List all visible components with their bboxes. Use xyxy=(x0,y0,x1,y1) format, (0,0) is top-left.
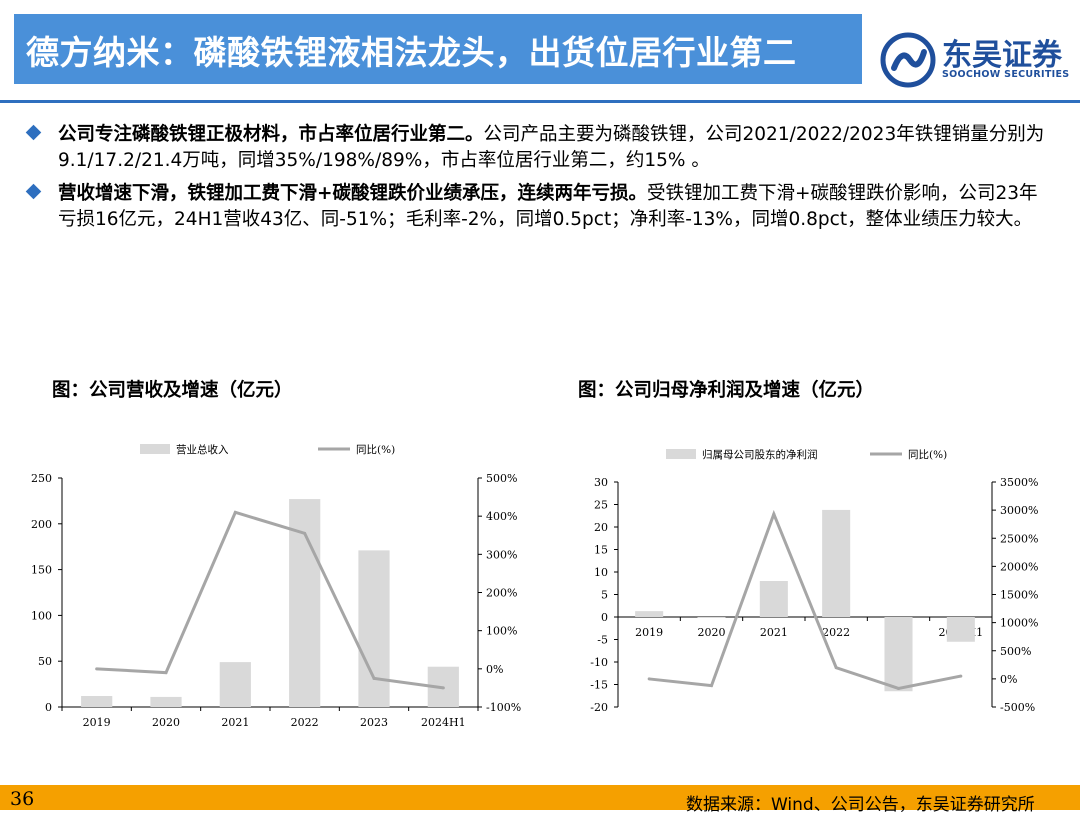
x-axis-tick-label: 2023 xyxy=(360,716,388,729)
diamond-bullet-icon xyxy=(25,124,42,141)
x-axis-tick-label: 2021 xyxy=(221,716,249,729)
x-axis-tick-label: 2021 xyxy=(760,626,788,639)
legend-bar-label: 归属母公司股东的净利润 xyxy=(702,448,818,461)
logo: 东吴证券 SOOCHOW SECURITIES xyxy=(880,30,1070,90)
right-axis-tick-label: 1000% xyxy=(1000,617,1038,630)
bar-2020 xyxy=(697,617,726,618)
header-rule xyxy=(0,100,1080,103)
bar-2022 xyxy=(822,509,851,617)
left-axis-tick-label: 50 xyxy=(38,655,52,668)
bar-2021 xyxy=(759,581,788,617)
left-axis-tick-label: -20 xyxy=(590,701,608,714)
net-profit-chart: -20 -15 -10 -5 0 5 10 15 20 25 30 -500% 0% 500% 1000% 1… xyxy=(590,448,1038,714)
x-axis-tick-label: 2022 xyxy=(822,626,850,639)
left-axis-tick-label: 20 xyxy=(594,521,608,534)
bullet-1-text: 公司产品主要为磷酸铁锂，公司2021/2022/2023年铁锂销量分别为9.1/… xyxy=(58,124,1045,171)
footer-bar xyxy=(0,785,1080,810)
title-bar: 德方纳米：磷酸铁锂液相法龙头，出货位居行业第二 xyxy=(14,14,862,84)
growth-point-2022 xyxy=(303,531,307,535)
left-axis-tick-label: 0 xyxy=(601,611,608,624)
left-axis-tick-label: 250 xyxy=(31,472,52,485)
logo-name: 东吴证券 xyxy=(942,38,1062,73)
bullet-1: 公司专注磷酸铁锂正极材料，市占率位居行业第二。公司产品主要为磷酸铁锂，公司202… xyxy=(25,122,1048,174)
right-axis-tick-label: 100% xyxy=(486,625,517,638)
x-axis-tick-label: 2020 xyxy=(698,626,726,639)
soochow-logo-icon xyxy=(880,32,936,88)
bar-2019 xyxy=(81,696,113,707)
legend-bar-label: 营业总收入 xyxy=(176,443,229,456)
left-axis-tick-label: 0 xyxy=(45,701,52,714)
figure-title-right: 图：公司归母净利润及增速（亿元） xyxy=(578,380,875,401)
x-axis-tick-label: 2022 xyxy=(291,716,319,729)
growth-point-2020 xyxy=(164,671,168,675)
left-axis-tick-label: 200 xyxy=(31,518,52,531)
growth-point-2022 xyxy=(834,666,838,670)
right-axis-tick-label: 3500% xyxy=(1000,476,1038,489)
bar-2023 xyxy=(884,617,913,692)
growth-point-2019 xyxy=(647,677,651,681)
right-axis-tick-label: 3000% xyxy=(1000,504,1038,517)
left-axis-tick-label: 5 xyxy=(601,589,608,602)
x-axis-tick-label: 2024H1 xyxy=(421,716,466,729)
growth-line xyxy=(649,509,962,690)
growth-point-2021 xyxy=(772,512,776,516)
bar-2023 xyxy=(358,550,390,707)
left-axis-tick-label: 15 xyxy=(594,544,608,557)
growth-point-2024H1 xyxy=(441,686,445,690)
bullet-2-text: 受铁锂加工费下滑+碳酸锂跌价影响，公司23年亏损16亿元，24H1营收43亿、同… xyxy=(58,183,1038,230)
legend-bar-swatch xyxy=(140,444,170,454)
left-axis-tick-label: 30 xyxy=(594,476,608,489)
logo-subtitle: SOOCHOW SECURITIES xyxy=(942,69,1070,80)
right-axis-tick-label: -500% xyxy=(1000,701,1035,714)
growth-point-2023 xyxy=(372,676,376,680)
left-axis-tick-label: 10 xyxy=(594,566,608,579)
left-axis-tick-label: -15 xyxy=(590,679,608,692)
right-axis-tick-label: 200% xyxy=(486,587,517,600)
page-number: 36 xyxy=(10,788,35,810)
bullet-2-bold: 营收增速下滑，铁锂加工费下滑+碳酸锂跌价业绩承压，连续两年亏损。 xyxy=(58,183,648,204)
left-axis-tick-label: 100 xyxy=(31,609,52,622)
growth-point-2024H1 xyxy=(959,674,963,678)
right-axis-tick-label: 1500% xyxy=(1000,589,1038,602)
growth-point-2023 xyxy=(897,686,900,690)
bullet-2: 营收增速下滑，铁锂加工费下滑+碳酸锂跌价业绩承压，连续两年亏损。受铁锂加工费下滑… xyxy=(25,181,1048,233)
x-axis-tick-label: 2019 xyxy=(635,626,663,639)
right-axis-tick-label: 500% xyxy=(1000,645,1031,658)
right-axis-tick-label: 0% xyxy=(486,663,503,676)
right-axis-tick-label: 300% xyxy=(486,548,517,561)
growth-point-2020 xyxy=(710,684,713,688)
bar-2019 xyxy=(635,611,664,617)
figure-title-left: 图：公司营收及增速（亿元） xyxy=(52,380,293,401)
x-axis-tick-label: 2019 xyxy=(83,716,111,729)
right-axis-tick-label: 2000% xyxy=(1000,560,1038,573)
growth-point-2021 xyxy=(233,510,237,514)
right-axis-tick-label: 0% xyxy=(1000,673,1017,686)
page-title: 德方纳米：磷酸铁锂液相法龙头，出货位居行业第二 xyxy=(26,33,797,72)
growth-line xyxy=(96,510,444,690)
bar-2021 xyxy=(219,662,251,707)
diamond-bullet-icon xyxy=(25,183,42,200)
bar-2024H1 xyxy=(946,617,975,642)
bullet-1-bold: 公司专注磷酸铁锂正极材料，市占率位居行业第二。 xyxy=(58,124,484,145)
right-axis-tick-label: 400% xyxy=(486,510,517,523)
right-axis-tick-label: -100% xyxy=(486,701,521,714)
data-source: 数据来源：Wind、公司公告，东吴证券研究所 xyxy=(686,795,1035,815)
right-axis-tick-label: 2500% xyxy=(1000,532,1038,545)
legend-line-label: 同比(%) xyxy=(356,443,395,456)
left-axis-tick-label: 25 xyxy=(594,499,608,512)
x-axis-tick-label: 2020 xyxy=(152,716,180,729)
legend-bar-swatch xyxy=(666,449,696,459)
left-axis-tick-label: -10 xyxy=(590,656,608,669)
left-axis-tick-label: -5 xyxy=(597,634,608,647)
revenue-chart: 0 50 100 150 200 250 -100% 0% 100% 200% 300% 400% 50… xyxy=(31,443,521,729)
bar-2020 xyxy=(150,696,182,707)
left-axis-tick-label: 150 xyxy=(31,564,52,577)
right-axis-tick-label: 500% xyxy=(486,472,517,485)
legend-line-label: 同比(%) xyxy=(908,448,947,461)
growth-point-2019 xyxy=(95,667,99,671)
